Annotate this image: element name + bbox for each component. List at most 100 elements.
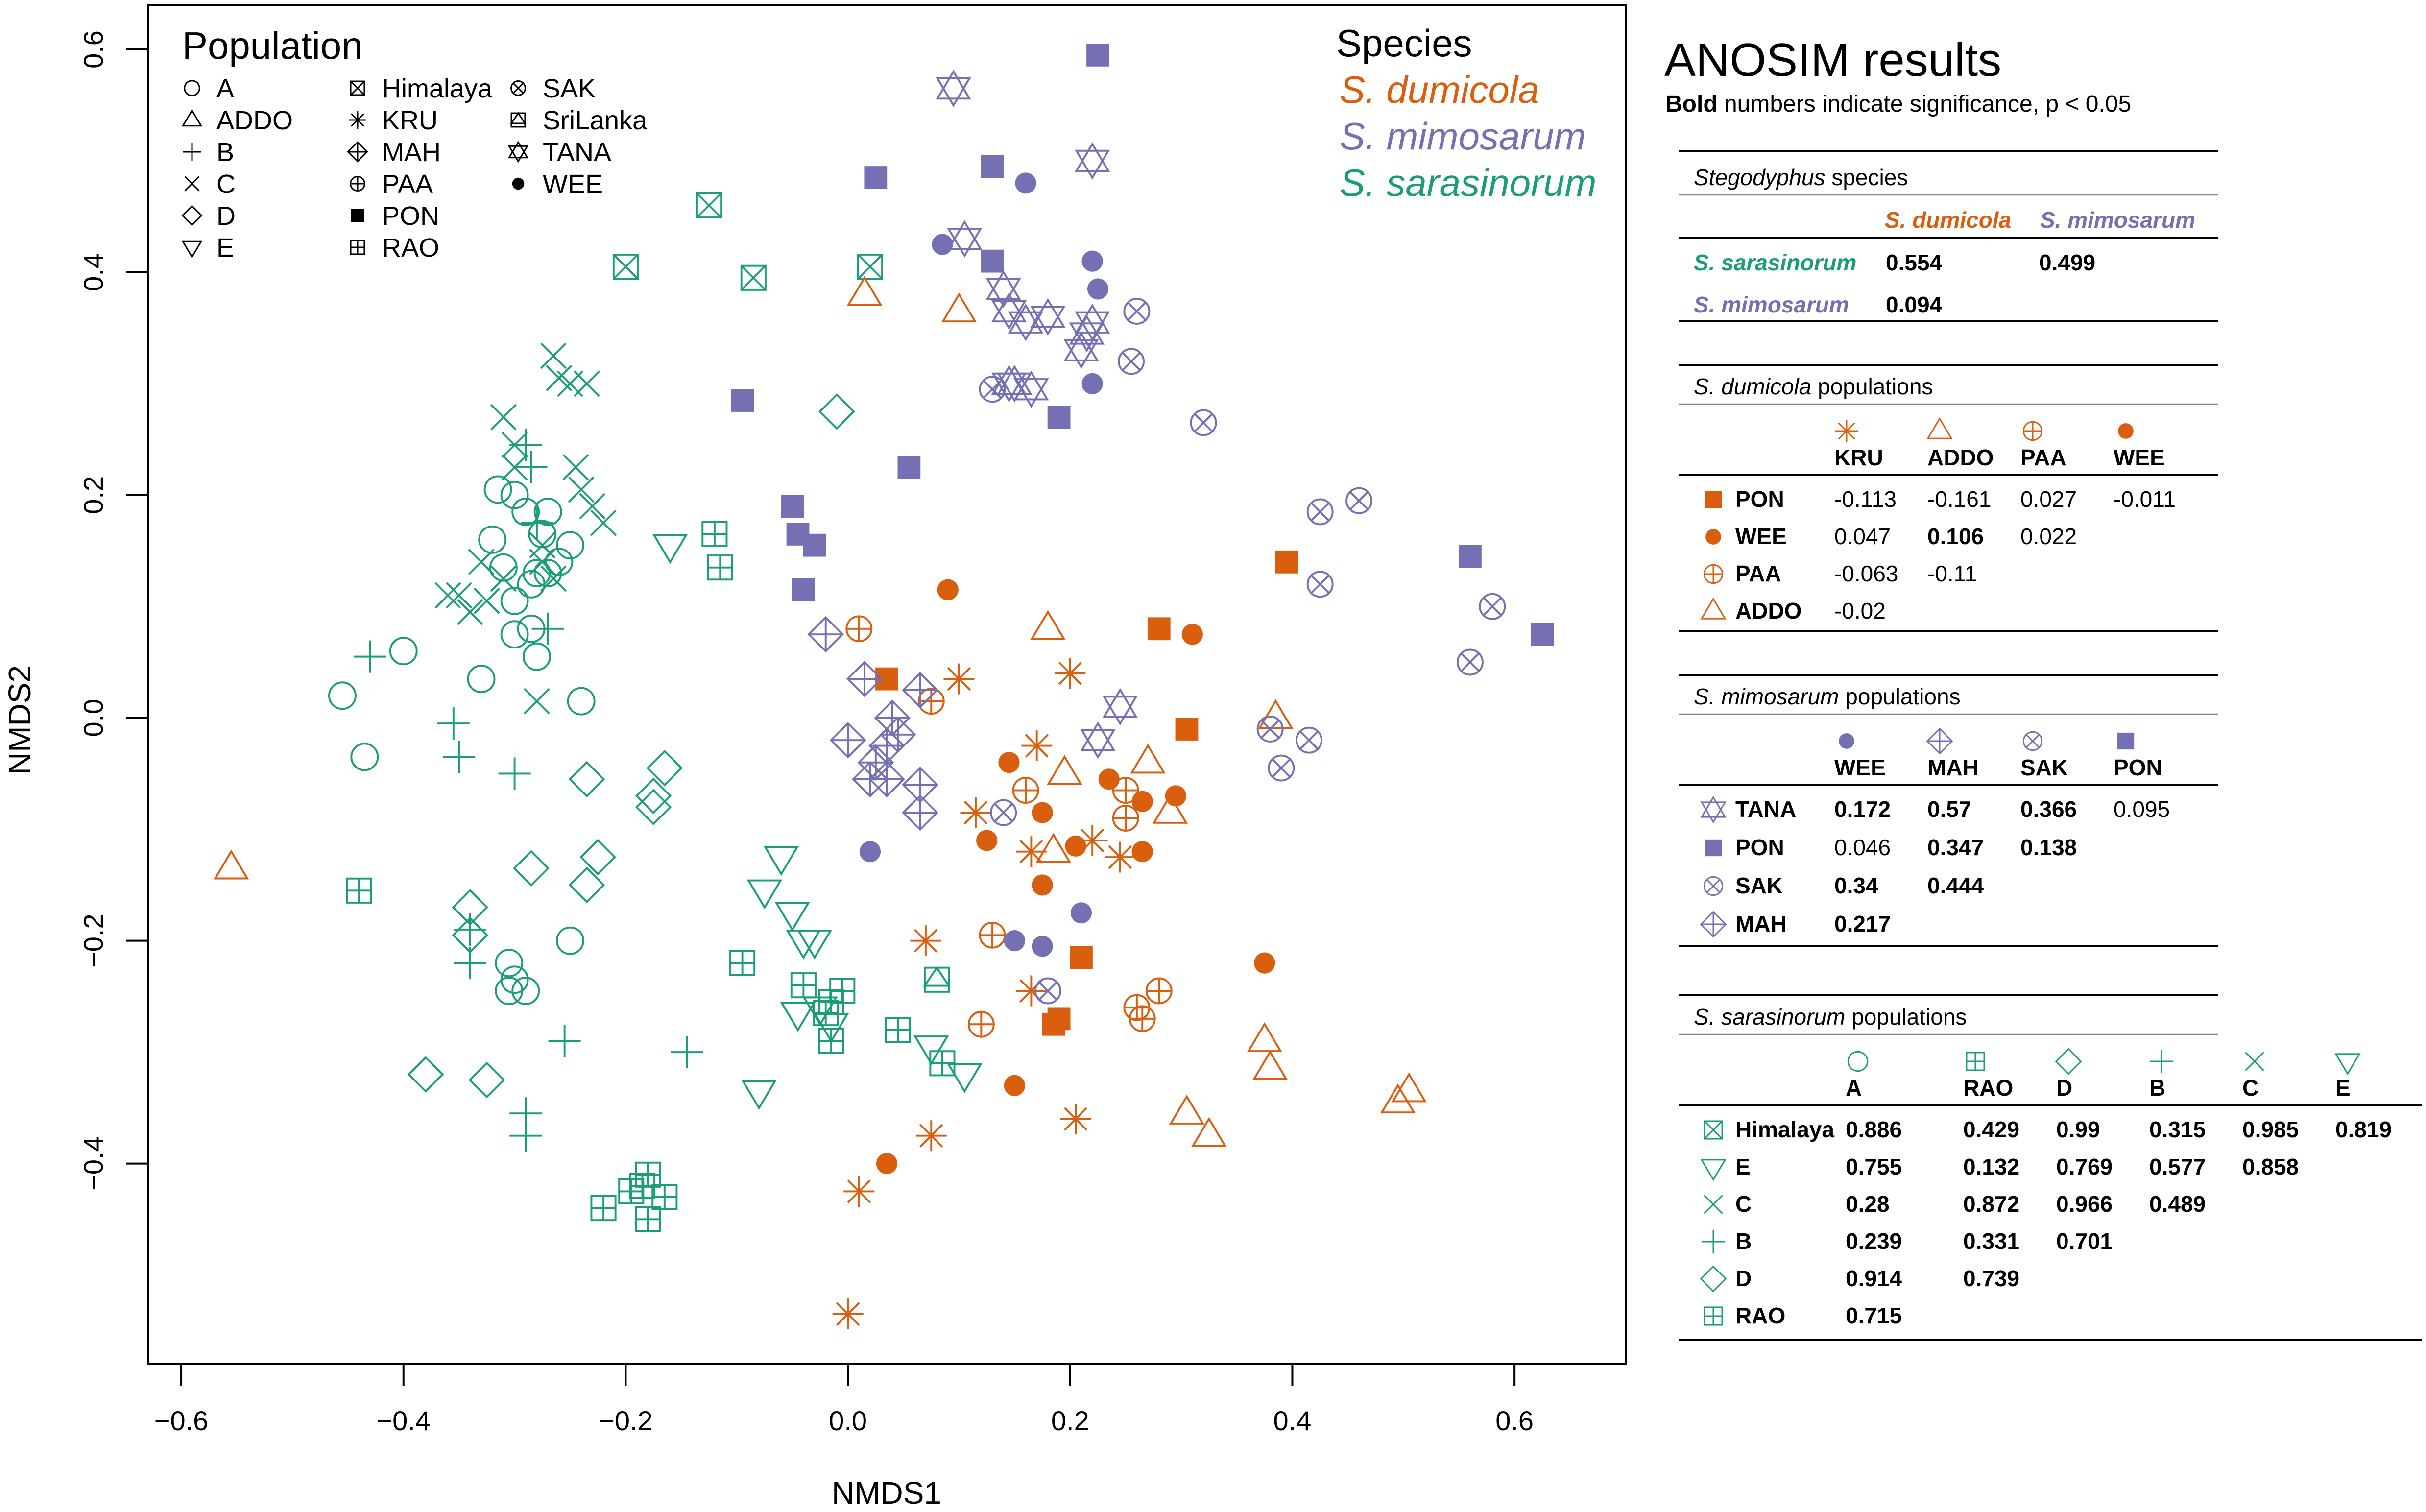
- data-point: [468, 1061, 505, 1099]
- data-point: [803, 533, 826, 557]
- y-tick-label: 0.4: [78, 253, 109, 291]
- data-point: [568, 866, 605, 904]
- sarasinorum-table-value: 0.701: [2056, 1228, 2113, 1254]
- data-point: [468, 549, 495, 576]
- data-point: [1258, 699, 1294, 729]
- data-point: [498, 757, 531, 790]
- sarasinorum-table-value: 0.858: [2242, 1154, 2299, 1179]
- data-point: [635, 789, 672, 825]
- data-point: [500, 586, 529, 615]
- data-point: [1130, 744, 1166, 774]
- data-point: [813, 1000, 839, 1027]
- row-symbol: [1700, 597, 1727, 620]
- data-point: [1013, 370, 1049, 408]
- data-point: [1032, 802, 1053, 823]
- data-point: [913, 1035, 949, 1066]
- column-symbol: [1839, 733, 1854, 749]
- data-point: [533, 559, 562, 587]
- dumicola-table-value: -0.063: [1834, 561, 1898, 586]
- scatter-points: [213, 43, 1554, 1330]
- data-point: [1087, 278, 1109, 300]
- legend-symbol: [181, 109, 203, 127]
- data-point: [1165, 785, 1186, 807]
- data-point: [1459, 545, 1482, 568]
- data-point: [1380, 1083, 1416, 1114]
- column-symbol: [2334, 1053, 2361, 1076]
- data-point: [1131, 791, 1153, 812]
- data-point: [437, 707, 470, 740]
- data-point: [910, 925, 941, 957]
- sarasinorum-table-value: 0.966: [2056, 1191, 2113, 1217]
- data-point: [1190, 409, 1217, 436]
- data-point: [1004, 930, 1025, 952]
- data-point: [786, 930, 821, 960]
- data-point: [1147, 617, 1171, 641]
- data-point: [328, 681, 357, 710]
- column-symbol: [2022, 421, 2043, 441]
- data-point: [579, 493, 606, 520]
- data-point: [1123, 298, 1151, 325]
- sarasinorum-table-header: A: [1846, 1075, 1862, 1101]
- species-legend-label: S. sarasinorum: [1340, 161, 1597, 204]
- mimosarum-table-value: 0.34: [1834, 873, 1878, 898]
- data-point: [350, 743, 379, 771]
- x-tick-label: 0.2: [1051, 1405, 1089, 1436]
- data-point: [1047, 406, 1071, 429]
- data-point: [1112, 805, 1139, 832]
- sarasinorum-table-value: 0.429: [1963, 1117, 2019, 1142]
- data-point: [976, 830, 998, 851]
- data-point: [846, 660, 883, 697]
- data-point: [1118, 348, 1145, 375]
- data-point: [651, 1184, 678, 1210]
- data-point: [1035, 833, 1071, 863]
- data-point: [473, 588, 500, 614]
- data-point: [885, 1017, 911, 1043]
- data-point: [774, 902, 810, 932]
- legend-symbol: [350, 240, 365, 255]
- dumicola-table-value: 0.022: [2020, 524, 2077, 549]
- mimosarum-table-caption: S. mimosarum populations: [1694, 684, 1961, 709]
- mimosarum-table-value: 0.095: [2114, 796, 2170, 822]
- data-point: [729, 950, 756, 976]
- legend-symbol: [351, 209, 364, 222]
- data-point: [991, 292, 1027, 330]
- data-point: [495, 949, 524, 978]
- data-point: [652, 534, 688, 564]
- column-symbol: [2118, 423, 2134, 439]
- data-point: [740, 264, 767, 291]
- data-point: [1021, 730, 1053, 762]
- species-table-row-label: S. mimosarum: [1694, 292, 1849, 317]
- data-point: [531, 612, 564, 645]
- row-symbol: [1700, 1265, 1727, 1293]
- sarasinorum-table-row-label: C: [1735, 1191, 1752, 1217]
- species-table-value: 0.554: [1886, 250, 1943, 275]
- data-point: [1065, 835, 1086, 857]
- data-point: [1306, 571, 1334, 598]
- data-point: [1030, 610, 1066, 640]
- data-point: [548, 1025, 581, 1057]
- species-table-value: 0.499: [2039, 250, 2095, 275]
- species-table-header: S. dumicola: [1885, 207, 2011, 233]
- data-point: [467, 665, 496, 694]
- data-point: [985, 270, 1021, 308]
- sarasinorum-table-value: 0.239: [1846, 1228, 1902, 1254]
- y-axis: −0.4 −0.2 0.0 0.2 0.4 0.6: [78, 30, 148, 1191]
- data-point: [671, 1036, 703, 1069]
- sarasinorum-table-value: 0.872: [1963, 1191, 2019, 1217]
- data-point: [354, 640, 386, 673]
- mimosarum-table-value: 0.366: [2020, 796, 2077, 822]
- data-point: [500, 620, 529, 649]
- legend-symbol: [183, 143, 201, 161]
- data-point: [1055, 658, 1086, 689]
- row-symbol: [1705, 491, 1722, 508]
- row-symbol: [1704, 1195, 1723, 1214]
- x-tick-label: −0.4: [376, 1405, 431, 1436]
- mimosarum-table-row-label: SAK: [1735, 873, 1783, 898]
- data-point: [707, 554, 733, 581]
- data-point: [567, 687, 596, 716]
- data-point: [511, 497, 540, 526]
- data-point: [859, 841, 881, 863]
- data-point: [1030, 298, 1066, 336]
- column-symbol: [1926, 417, 1953, 439]
